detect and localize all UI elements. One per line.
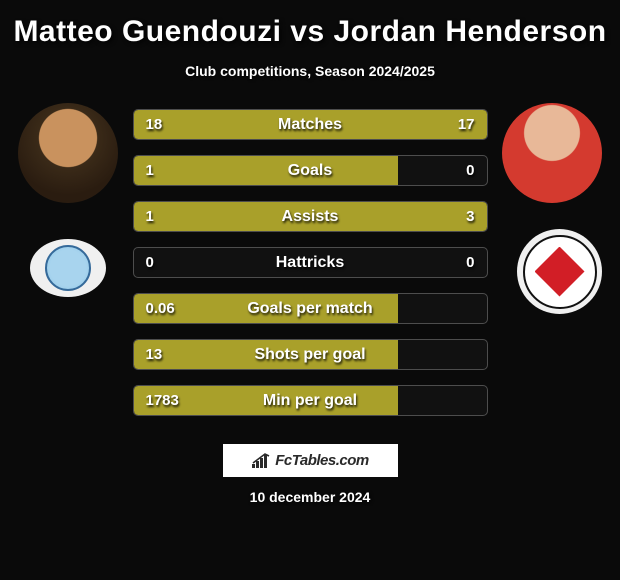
brand-logo: FcTables.com (223, 444, 398, 477)
stat-row: 1Goals0 (133, 155, 488, 186)
stat-label: Assists (134, 202, 487, 231)
stat-value-player2: 3 (466, 202, 474, 231)
stat-label: Goals per match (134, 294, 487, 323)
player1-club-badge (30, 239, 106, 297)
brand-text: FcTables.com (275, 452, 368, 469)
player2-club-badge (517, 229, 602, 314)
brand-chart-icon (251, 452, 273, 470)
stat-row: 0Hattricks0 (133, 247, 488, 278)
stat-label: Matches (134, 110, 487, 139)
title-vs: vs (290, 15, 324, 48)
comparison-card: Matteo Guendouzi vs Jordan Henderson Clu… (0, 0, 620, 580)
stat-label: Hattricks (134, 248, 487, 277)
title-player1: Matteo Guendouzi (13, 15, 281, 48)
stat-row: 18Matches17 (133, 109, 488, 140)
page-title: Matteo Guendouzi vs Jordan Henderson (13, 15, 606, 49)
player1-avatar (18, 103, 118, 203)
stat-row: 13Shots per goal (133, 339, 488, 370)
stat-label: Goals (134, 156, 487, 185)
lazio-badge-icon (45, 245, 91, 291)
stat-value-player2: 0 (466, 156, 474, 185)
stat-row: 0.06Goals per match (133, 293, 488, 324)
player2-avatar (502, 103, 602, 203)
stat-label: Min per goal (134, 386, 487, 415)
content-area: 18Matches171Goals01Assists30Hattricks00.… (10, 109, 610, 570)
footer-date: 10 december 2024 (250, 489, 371, 505)
stat-label: Shots per goal (134, 340, 487, 369)
stats-bars: 18Matches171Goals01Assists30Hattricks00.… (133, 109, 488, 416)
stat-value-player2: 17 (458, 110, 475, 139)
title-player2: Jordan Henderson (333, 15, 606, 48)
ajax-badge-icon (523, 235, 597, 309)
stat-row: 1783Min per goal (133, 385, 488, 416)
stat-value-player2: 0 (466, 248, 474, 277)
subtitle: Club competitions, Season 2024/2025 (185, 63, 435, 79)
stat-row: 1Assists3 (133, 201, 488, 232)
